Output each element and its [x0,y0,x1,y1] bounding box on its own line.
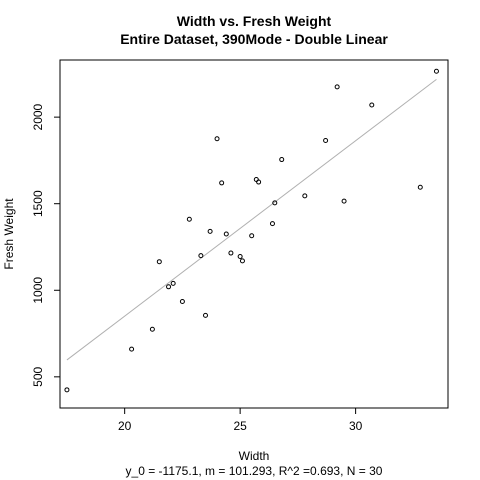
x-axis: 20 25 30 [118,408,363,433]
x-tick-label: 30 [349,419,363,433]
y-tick-label: 1500 [31,190,45,217]
fit-statistics: y_0 = -1175.1, m = 101.293, R^2 =0.693, … [126,464,383,478]
data-point [256,179,262,185]
y-tick-label: 1000 [31,277,45,304]
data-point [369,102,375,108]
chart-subtitle: Entire Dataset, 390Mode - Double Linear [120,31,388,47]
data-point [269,221,275,227]
data-point [223,231,229,237]
x-tick-label: 25 [233,419,247,433]
data-point [203,312,208,318]
y-axis-label: Fresh Weight [2,198,16,270]
y-tick-label: 500 [31,367,45,387]
data-point [64,387,70,393]
data-point [279,157,285,163]
plot-frame [59,59,449,409]
data-point [228,250,234,256]
data-point [239,258,245,264]
data-point [129,346,135,352]
data-point [214,136,220,142]
data-point [302,193,308,199]
data-point [170,280,176,286]
data-point [207,228,213,234]
data-point [149,326,155,332]
x-axis-label: Width [239,449,270,463]
data-point [323,138,329,144]
y-tick-label: 2000 [31,103,45,130]
data-point [341,198,347,204]
data-point [166,284,172,290]
data-point [186,216,192,222]
data-point [198,253,204,259]
data-point [156,259,162,265]
x-tick-label: 20 [118,419,132,433]
data-point [334,84,340,90]
data-point [417,184,423,190]
data-point [433,68,439,74]
regression-line [66,78,437,361]
data-point [237,254,243,260]
data-points [64,68,439,393]
data-point [179,299,185,305]
data-point [249,233,255,239]
chart-title: Width vs. Fresh Weight [177,13,332,29]
data-point [272,200,278,206]
data-point [219,180,225,186]
y-axis: 500 1000 1500 2000 [31,103,60,387]
